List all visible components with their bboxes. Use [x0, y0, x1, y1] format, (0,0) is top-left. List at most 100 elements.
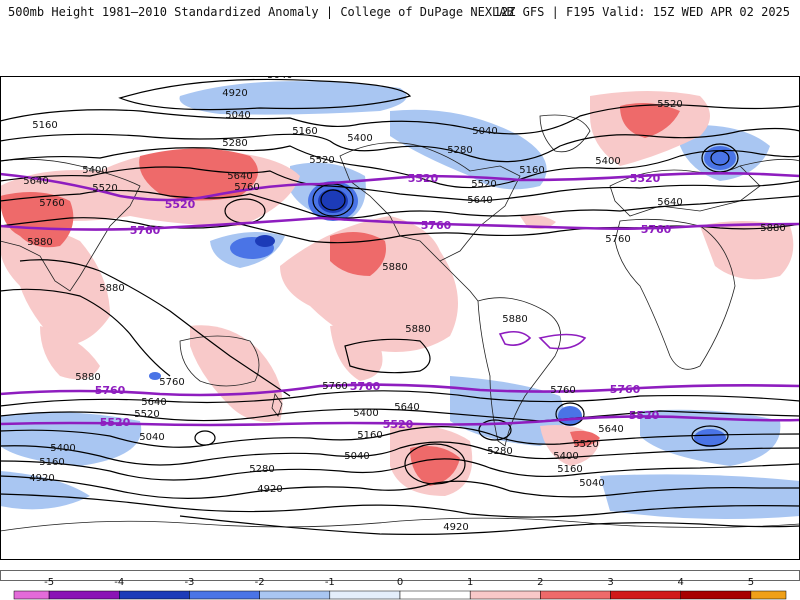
new-zealand-coast [271, 393, 283, 417]
height-label: 5760 [322, 381, 347, 392]
height-label: 5880 [99, 283, 124, 294]
color-bin [469, 590, 541, 600]
asia-coast [0, 158, 800, 292]
height-label: 5880 [405, 324, 430, 335]
height-label: 5520 [92, 183, 117, 194]
closed-high-contour [404, 443, 466, 485]
height-label: 5880 [75, 372, 100, 383]
color-scale-tick-label: 4 [678, 577, 684, 588]
height-label: 5280 [222, 138, 247, 149]
contour-label-5760: 5760 [350, 380, 381, 393]
color-scale-tick-label: 5 [748, 577, 754, 588]
height-label: 5520 [657, 99, 682, 110]
positive-anomaly-region [330, 325, 383, 381]
color-bin [119, 590, 190, 600]
contour-label-5520: 5520 [408, 172, 439, 185]
height-label: 5640 [394, 402, 419, 413]
strong-positive-anomaly [410, 445, 460, 486]
color-scale-bins [13, 590, 787, 600]
negative-anomaly-region [0, 412, 142, 466]
contour-line [0, 441, 800, 466]
height-label: 5640 [598, 424, 623, 435]
color-scale-tick-label: -4 [114, 577, 124, 588]
contour-line [0, 458, 800, 481]
closed-low-contour [701, 143, 739, 173]
closed-low-contour [194, 430, 216, 446]
height-label: 5640 [141, 397, 166, 408]
height-label: 5760 [234, 182, 259, 193]
strong-negative-anomaly [318, 189, 348, 213]
contour-label-5760: 5760 [610, 383, 641, 396]
height-label: 5040 [579, 478, 604, 489]
height-label: 5400 [595, 156, 620, 167]
height-label: 5400 [82, 165, 107, 176]
contour-line [0, 408, 800, 422]
coastlines [0, 114, 800, 532]
height-label: 5400 [50, 443, 75, 454]
strong-positive-anomaly [139, 148, 258, 201]
color-scale-tick-label: 3 [607, 577, 613, 588]
contour-line [0, 493, 800, 518]
contour-line [344, 338, 431, 374]
contour-label-5520: 5520 [165, 198, 196, 211]
height-label: 4920 [222, 88, 247, 99]
height-label: 5280 [447, 145, 472, 156]
contour-line [0, 475, 800, 499]
color-scale-tick-label: -3 [184, 577, 194, 588]
height-label: 5640 [657, 197, 682, 208]
contour-label-5520: 5520 [629, 409, 660, 422]
positive-anomaly-region [700, 221, 794, 280]
height-label: 5520 [573, 439, 598, 450]
color-bin [48, 590, 120, 600]
color-bin [750, 590, 787, 600]
header-bar: 500mb Height 1981–2010 Standardized Anom… [0, 0, 800, 24]
color-bin [540, 590, 611, 600]
contour-line [0, 217, 800, 244]
contour-label-5760: 5760 [421, 219, 452, 232]
color-scale-tick-label: -5 [44, 577, 54, 588]
color-scale-bar: -5 -4 -3 -2 -1 0 1 2 3 4 5 [0, 570, 800, 600]
height-label: 5880 [760, 223, 785, 234]
contour-line [0, 426, 800, 448]
height-label: 5040 [225, 110, 250, 121]
color-bin [329, 590, 401, 600]
contour-line [118, 78, 412, 111]
color-scale-tick-label: 0 [397, 577, 403, 588]
color-bin [399, 590, 471, 600]
contour-5880-closed [498, 330, 587, 350]
negative-anomaly-region [694, 429, 726, 447]
color-scale-tick-label: 2 [537, 577, 543, 588]
australia-coast [179, 335, 260, 387]
contour-label-5760: 5760 [95, 384, 126, 397]
height-label: 5040 [472, 126, 497, 137]
height-label: 5520 [471, 179, 496, 190]
height-label: 5160 [519, 165, 544, 176]
height-label: 5040 [139, 432, 164, 443]
height-label: 5160 [292, 126, 317, 137]
highlight-contours [0, 172, 800, 427]
closed-low-contour [710, 150, 730, 166]
contour-line [0, 104, 800, 135]
contour-line [0, 189, 800, 219]
height-label: 5760 [605, 234, 630, 245]
height-label: 5640 [227, 171, 252, 182]
negative-anomaly-region [0, 471, 90, 510]
height-label: 5880 [382, 262, 407, 273]
height-label: 5880 [27, 237, 52, 248]
positive-anomaly-region [190, 325, 283, 422]
contour-label-5520: 5520 [100, 416, 131, 429]
south-america-coast [477, 297, 562, 447]
height-label: 5160 [357, 430, 382, 441]
contour-label-5760: 5760 [641, 223, 672, 236]
height-label: 5160 [32, 120, 57, 131]
height-label: 5760 [39, 198, 64, 209]
negative-anomaly-region [600, 474, 800, 520]
height-label: 5640 [23, 176, 48, 187]
closed-low-contour [320, 189, 346, 211]
height-label: 5640 [467, 195, 492, 206]
negative-anomaly-region [704, 146, 736, 170]
height-label: 5520 [309, 155, 334, 166]
contour-line [0, 145, 800, 189]
antarctica-coast [0, 517, 800, 532]
strong-positive-anomaly [620, 102, 680, 138]
